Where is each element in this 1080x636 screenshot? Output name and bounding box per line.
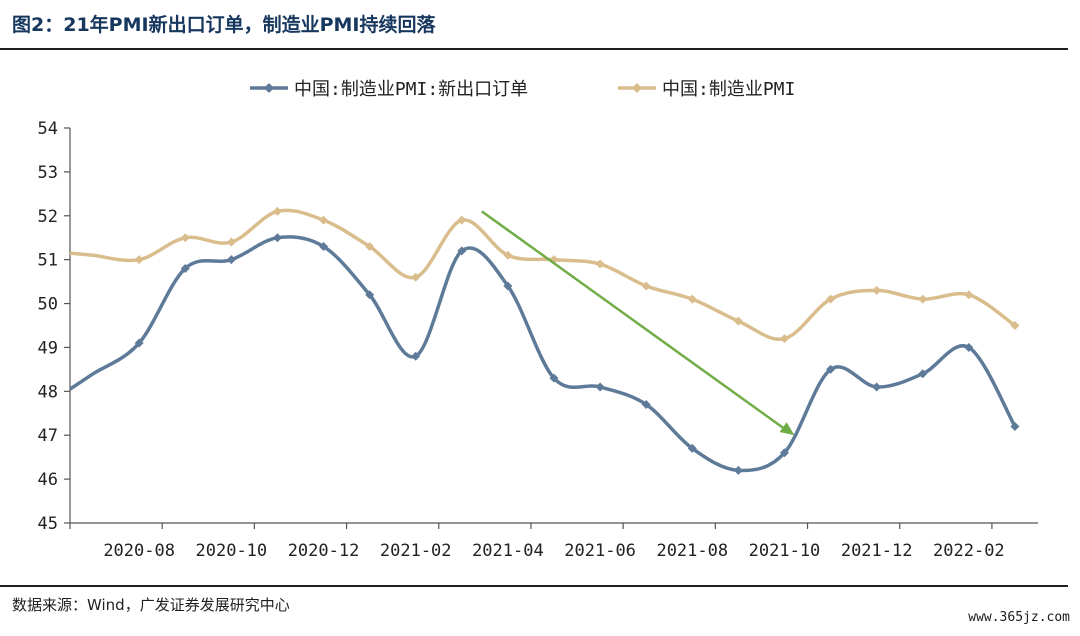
data-point bbox=[365, 290, 375, 300]
y-tick-label: 46 bbox=[38, 470, 58, 490]
chart-title: 图2：21年PMI新出口订单，制造业PMI持续回落 bbox=[12, 14, 436, 36]
data-point bbox=[1010, 321, 1020, 330]
data-point bbox=[457, 215, 467, 225]
y-tick-label: 53 bbox=[38, 163, 58, 183]
x-tick-label: 2020-10 bbox=[196, 541, 268, 561]
x-tick-label: 2021-10 bbox=[749, 541, 821, 561]
x-tick-label: 2020-08 bbox=[103, 541, 175, 561]
legend-swatch-marker bbox=[632, 83, 642, 93]
data-point bbox=[272, 206, 282, 216]
x-tick-label: 2020-12 bbox=[288, 541, 360, 561]
series-1 bbox=[69, 206, 1020, 344]
series-line bbox=[69, 235, 1017, 473]
data-point bbox=[180, 233, 190, 243]
series-0 bbox=[69, 233, 1020, 475]
data-point bbox=[872, 285, 882, 295]
data-point bbox=[595, 382, 605, 392]
data-point bbox=[549, 373, 559, 383]
data-point bbox=[226, 237, 236, 247]
data-point bbox=[918, 294, 928, 304]
line-chart: 中国:制造业PMI:新出口订单 中国:制造业PMI 45 46 47 48 49 50 51 5… bbox=[38, 79, 1038, 561]
data-point bbox=[503, 250, 513, 260]
data-point bbox=[826, 364, 836, 374]
y-tick-label: 47 bbox=[38, 426, 58, 446]
data-point bbox=[733, 316, 743, 326]
data-point bbox=[687, 443, 697, 453]
y-tick-label: 50 bbox=[38, 295, 58, 315]
series-layer bbox=[69, 206, 1020, 475]
data-point bbox=[779, 334, 789, 344]
x-tick-label: 2022-02 bbox=[933, 541, 1005, 561]
x-tick-label: 2021-12 bbox=[841, 541, 913, 561]
bottom-rule bbox=[0, 585, 1068, 587]
y-tick-label: 54 bbox=[38, 119, 58, 139]
data-point bbox=[1010, 421, 1020, 431]
data-point bbox=[733, 465, 743, 475]
data-point bbox=[872, 382, 882, 392]
x-tick-label: 2021-02 bbox=[380, 541, 452, 561]
legend-swatch-marker bbox=[264, 83, 274, 93]
data-point bbox=[641, 281, 651, 291]
data-point bbox=[134, 255, 144, 265]
y-tick-label: 51 bbox=[38, 251, 58, 271]
legend-entry-1: 中国:制造业PMI bbox=[618, 79, 795, 100]
data-point bbox=[826, 294, 836, 304]
data-source-note: 数据来源：Wind，广发证券发展研究中心 bbox=[12, 596, 290, 614]
watermark: www.365jz.com bbox=[968, 610, 1070, 625]
data-point bbox=[319, 242, 329, 251]
legend-label: 中国:制造业PMI:新出口订单 bbox=[294, 79, 528, 100]
data-point bbox=[964, 290, 974, 300]
legend-entry-0: 中国:制造业PMI:新出口订单 bbox=[250, 79, 528, 100]
legend: 中国:制造业PMI:新出口订单 中国:制造业PMI bbox=[250, 79, 795, 100]
data-point bbox=[411, 351, 421, 361]
y-tick-label: 45 bbox=[38, 514, 58, 534]
axes: 45 46 47 48 49 50 51 52 53 54 2020-08 2020-10 2020-1… bbox=[38, 119, 1038, 561]
data-point bbox=[411, 272, 421, 282]
x-tick-label: 2021-06 bbox=[564, 541, 636, 561]
y-tick-label: 49 bbox=[38, 338, 58, 358]
data-point bbox=[457, 246, 467, 256]
data-point bbox=[964, 342, 974, 352]
data-point bbox=[134, 338, 144, 348]
data-point bbox=[918, 369, 928, 379]
annotation-layer bbox=[481, 210, 795, 436]
data-point bbox=[641, 400, 651, 409]
legend-label: 中国:制造业PMI bbox=[662, 79, 795, 100]
data-point bbox=[503, 281, 513, 291]
data-point bbox=[779, 448, 789, 458]
y-tick-label: 52 bbox=[38, 207, 58, 227]
x-tick-label: 2021-08 bbox=[656, 541, 728, 561]
trend-arrow-head bbox=[779, 422, 795, 436]
data-point bbox=[595, 259, 605, 269]
data-point bbox=[319, 215, 329, 225]
y-tick-label: 48 bbox=[38, 382, 58, 402]
x-tick-label: 2021-04 bbox=[472, 541, 544, 561]
series-line bbox=[69, 208, 1016, 341]
data-point bbox=[687, 294, 697, 304]
trend-arrow-line bbox=[481, 210, 788, 432]
data-point bbox=[365, 242, 375, 251]
data-point bbox=[180, 263, 190, 273]
data-point bbox=[226, 255, 236, 265]
data-point bbox=[272, 233, 282, 243]
top-rule bbox=[0, 48, 1068, 50]
